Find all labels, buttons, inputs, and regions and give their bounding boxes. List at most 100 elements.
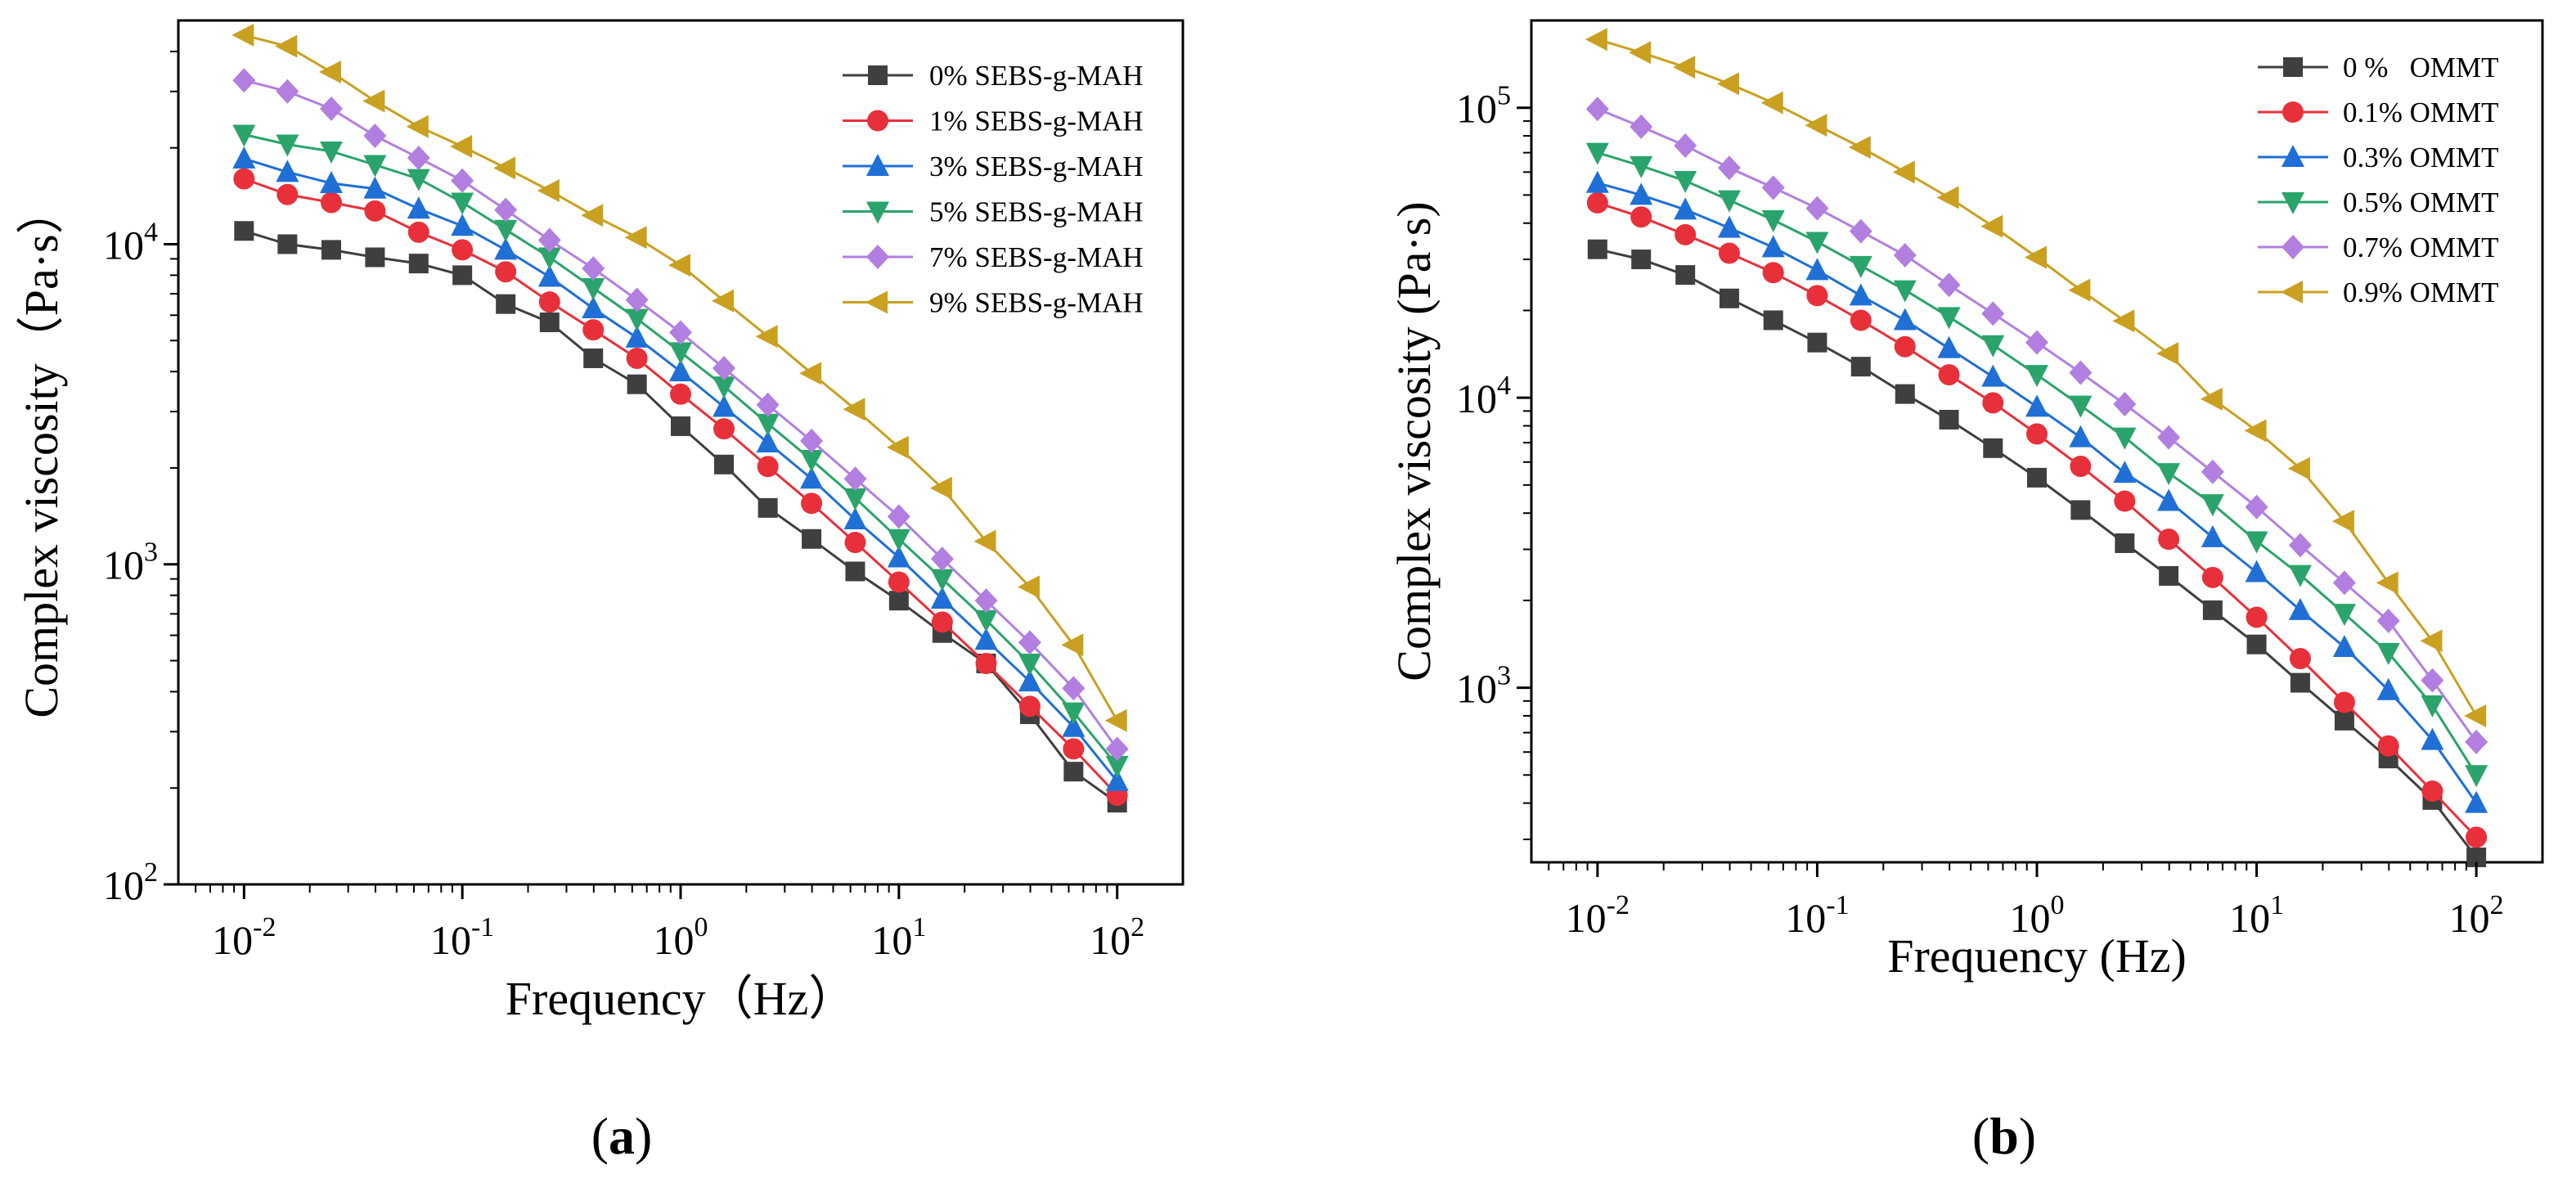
data-point	[1063, 762, 1084, 782]
data-point	[843, 507, 867, 530]
data-point	[2244, 419, 2267, 443]
panel-label-a: (a)	[591, 1107, 653, 1165]
data-point	[714, 454, 735, 475]
data-point	[2376, 571, 2398, 595]
data-point	[1718, 242, 1740, 264]
data-point	[537, 247, 561, 270]
data-point	[2113, 461, 2137, 484]
legend-label: 0.1% OMMT	[2343, 97, 2499, 128]
legend-marker	[2282, 192, 2304, 214]
legend-item: 0.3% OMMT	[2258, 142, 2499, 173]
legend-marker	[866, 154, 889, 176]
data-point	[668, 254, 690, 277]
data-point	[407, 169, 430, 191]
data-point	[2201, 566, 2223, 588]
data-point	[1937, 335, 1961, 358]
data-point	[1061, 633, 1084, 657]
series-a-5	[232, 23, 1127, 732]
data-point	[887, 529, 910, 551]
data-point	[362, 89, 385, 113]
legend-label: 0 % OMMT	[2343, 52, 2499, 83]
data-point	[1062, 702, 1086, 725]
data-point	[1586, 191, 1608, 214]
series-a-0	[234, 221, 1127, 813]
legend-marker	[2281, 281, 2303, 304]
data-point	[408, 254, 429, 274]
data-point	[2202, 600, 2223, 620]
data-point	[2113, 427, 2137, 450]
data-point	[2377, 735, 2399, 757]
data-point	[2245, 494, 2268, 520]
y-tick-label: 104	[1456, 371, 1511, 421]
data-point	[1630, 155, 1653, 178]
data-point	[452, 265, 473, 286]
data-point	[451, 214, 474, 236]
data-point	[2290, 672, 2310, 693]
data-point	[2157, 488, 2181, 511]
y-tick-label: 103	[103, 538, 158, 588]
legend-item: 0 % OMMT	[2258, 52, 2499, 83]
legend-label: 7% SEBS-g-MAH	[929, 241, 1144, 273]
data-point	[2245, 531, 2268, 554]
data-point	[2288, 597, 2312, 620]
data-point	[2068, 278, 2091, 302]
data-point	[582, 256, 605, 281]
data-point	[232, 23, 254, 47]
data-point	[276, 79, 299, 104]
data-point	[625, 325, 649, 348]
data-point	[1849, 283, 1872, 306]
data-point	[1717, 155, 1741, 181]
data-point	[2288, 565, 2312, 587]
legend-b: 0 % OMMT 0.1% OMMT 0.3% OMMT 0.5% OMMT 0.7% …	[2258, 52, 2499, 308]
data-point	[800, 428, 824, 453]
data-point	[451, 192, 474, 215]
data-point	[2465, 729, 2488, 754]
data-point	[537, 227, 561, 253]
legend-a: 0% SEBS-g-MAH 1% SEBS-g-MAH 3% SEBS-g-MAH 5…	[843, 60, 1144, 319]
data-point	[407, 146, 430, 171]
data-point	[888, 571, 910, 593]
data-point	[930, 586, 954, 609]
data-point	[1673, 56, 1696, 79]
data-point	[1104, 708, 1127, 732]
data-point	[319, 96, 343, 121]
data-point	[1850, 309, 1872, 331]
x-tick-label: 101	[2229, 890, 2284, 941]
data-point	[626, 347, 648, 369]
data-point	[2026, 423, 2048, 445]
data-point	[363, 155, 387, 178]
data-point	[843, 488, 867, 511]
x-axis-title-a: Frequency（Hz）	[506, 972, 856, 1025]
data-point	[1630, 182, 1653, 205]
data-point	[1674, 170, 1697, 193]
x-tick-label: 10-1	[430, 912, 494, 963]
data-point	[887, 545, 910, 568]
data-point	[452, 239, 474, 261]
legend-marker	[2282, 145, 2304, 167]
data-point	[1981, 301, 2005, 326]
legend-label: 5% SEBS-g-MAH	[929, 196, 1144, 228]
data-point	[2465, 765, 2488, 788]
panel-letter-a: a	[609, 1107, 635, 1165]
data-point	[1895, 384, 1915, 404]
data-point	[2201, 524, 2224, 547]
data-point	[1716, 72, 1739, 96]
data-point	[1629, 41, 1652, 65]
data-point	[2464, 704, 2487, 727]
data-point	[669, 320, 692, 345]
data-point	[1805, 196, 1829, 221]
legend-marker	[2283, 57, 2303, 77]
data-point	[2288, 533, 2312, 558]
data-point	[1631, 250, 1652, 270]
legend-label: 0.5% OMMT	[2343, 187, 2499, 218]
y-tick-label: 105	[1456, 81, 1511, 132]
panel-label-b: (b)	[1972, 1107, 2036, 1165]
data-point	[2156, 342, 2179, 366]
data-point	[2332, 604, 2356, 627]
y-tick-label: 104	[103, 217, 158, 268]
data-point	[2201, 494, 2224, 517]
data-point	[2466, 826, 2488, 848]
data-point	[1018, 653, 1041, 676]
data-point	[801, 493, 823, 515]
data-point	[2070, 500, 2091, 520]
